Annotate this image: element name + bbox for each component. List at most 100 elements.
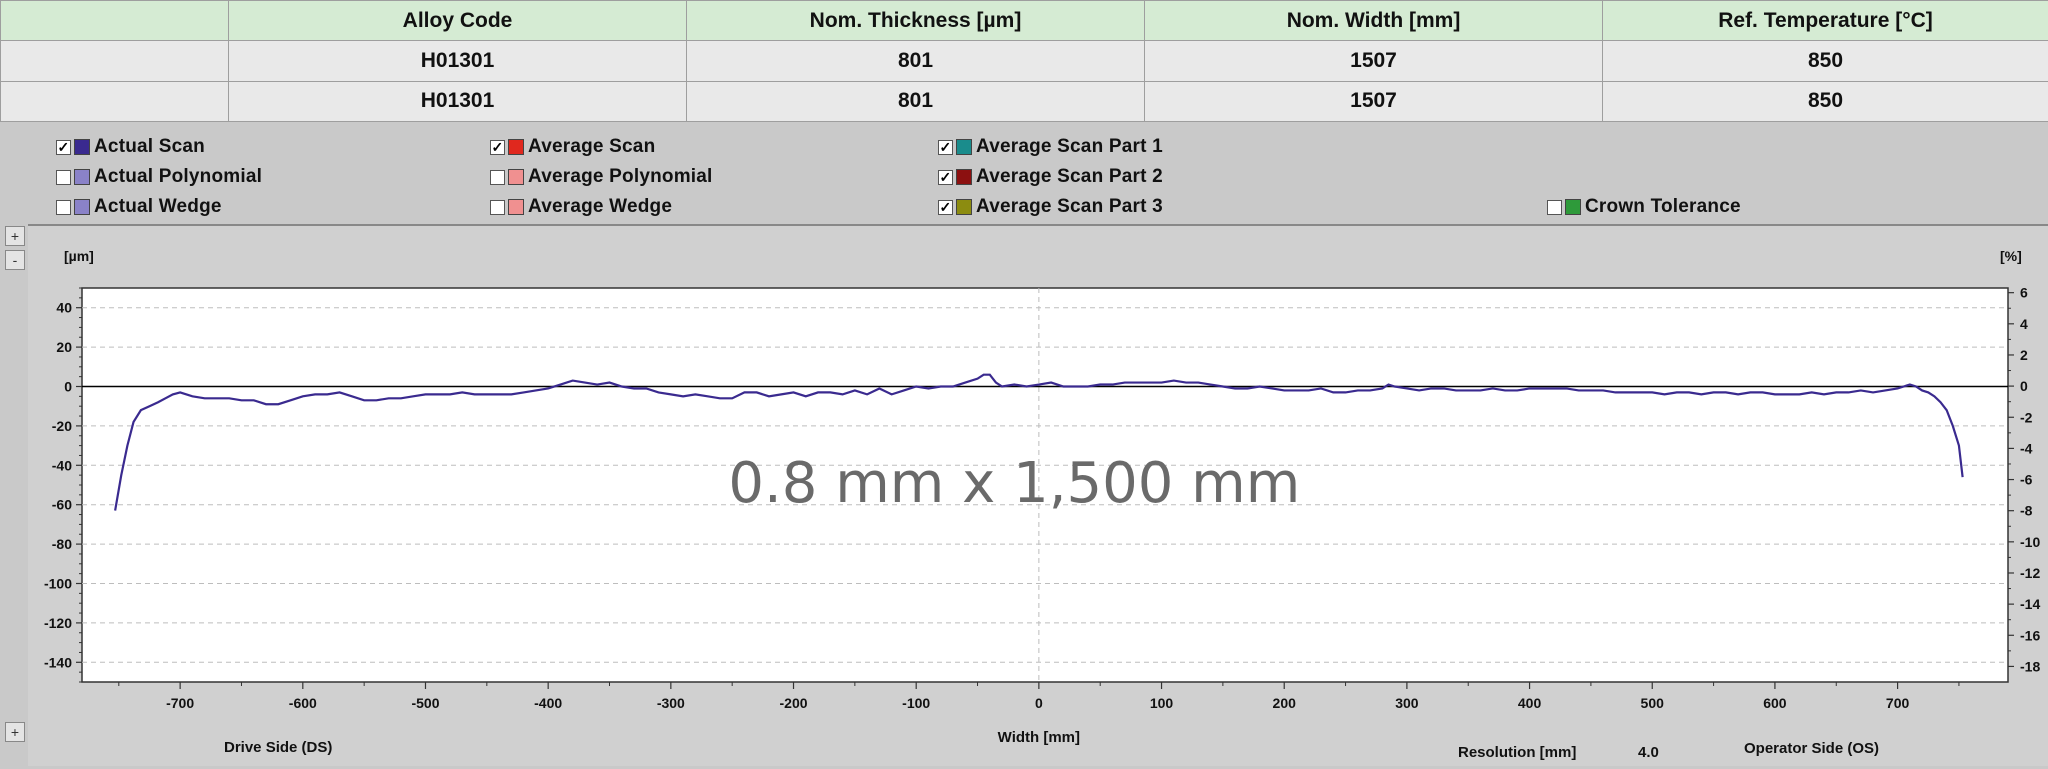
ref-temperature-cell: 850: [1603, 41, 2048, 81]
y2-tick-label: -4: [2020, 440, 2033, 456]
y2-tick-label: -16: [2020, 627, 2040, 643]
x-tick-label: 700: [1886, 695, 1910, 711]
y-tick-label: -100: [44, 576, 72, 592]
y-tick-label: -20: [52, 418, 72, 434]
y2-tick-label: 2: [2020, 347, 2028, 363]
row-cell-blank: [1, 41, 229, 81]
legend-item-average-scan-part-1[interactable]: ✓ Average Scan Part 1: [938, 134, 1163, 160]
table-header-row: Alloy Code Nom. Thickness [µm] Nom. Widt…: [1, 1, 2048, 41]
y-unit-left: [µm]: [64, 248, 94, 264]
resolution-value: 4.0: [1638, 744, 1659, 761]
checkbox-crown-tolerance[interactable]: [1547, 200, 1562, 215]
color-swatch: [956, 139, 972, 155]
nom-width-cell: 1507: [1145, 81, 1603, 121]
legend-item-actual-polynomial[interactable]: Actual Polynomial: [56, 164, 262, 190]
checkbox-average-scan-part-3[interactable]: ✓: [938, 200, 953, 215]
color-swatch: [956, 199, 972, 215]
operator-side-label: Operator Side (OS): [1744, 740, 1879, 757]
legend-item-average-polynomial[interactable]: Average Polynomial: [490, 164, 713, 190]
alloy-code-cell: H01301: [229, 81, 687, 121]
legend-item-average-wedge[interactable]: Average Wedge: [490, 194, 672, 220]
y2-tick-label: -6: [2020, 472, 2033, 488]
product-info-table: Alloy Code Nom. Thickness [µm] Nom. Widt…: [0, 0, 2048, 122]
legend-item-crown-tolerance[interactable]: Crown Tolerance: [1547, 194, 1741, 220]
color-swatch: [508, 139, 524, 155]
y-tick-label: -60: [52, 497, 72, 513]
legend-label: Average Scan Part 1: [976, 136, 1163, 158]
legend-item-average-scan-part-2[interactable]: ✓ Average Scan Part 2: [938, 164, 1163, 190]
x-tick-label: 200: [1273, 695, 1297, 711]
y2-tick-label: -18: [2020, 658, 2040, 674]
table-row[interactable]: H01301 801 1507 850: [1, 81, 2048, 121]
checkbox-actual-wedge[interactable]: [56, 200, 71, 215]
alloy-code-cell: H01301: [229, 41, 687, 81]
x-tick-label: -600: [289, 695, 317, 711]
y2-tick-label: 4: [2020, 316, 2028, 332]
legend-label: Average Scan Part 3: [976, 196, 1163, 218]
color-swatch: [508, 169, 524, 185]
header-ref-temperature: Ref. Temperature [°C]: [1603, 1, 2048, 41]
y-axis-left: 40 20 0 -20 -40 -60 -80 -100 -120 -140: [44, 288, 82, 682]
x-axis-title: Width [mm]: [998, 729, 1080, 746]
x-tick-label: 500: [1641, 695, 1665, 711]
color-swatch: [74, 139, 90, 155]
y-tick-label: 40: [56, 300, 72, 316]
y2-tick-label: 0: [2020, 378, 2028, 394]
x-tick-label: -200: [780, 695, 808, 711]
y-tick-label: 20: [56, 339, 72, 355]
checkbox-average-scan-part-2[interactable]: ✓: [938, 170, 953, 185]
zoom-in-button[interactable]: +: [5, 226, 25, 246]
nom-thickness-cell: 801: [687, 81, 1145, 121]
legend-item-actual-scan[interactable]: ✓ Actual Scan: [56, 134, 205, 160]
resolution-label: Resolution [mm]: [1458, 744, 1576, 761]
x-tick-label: -400: [534, 695, 562, 711]
x-tick-label: -500: [411, 695, 439, 711]
legend-label: Actual Scan: [94, 136, 205, 158]
y-tick-label: -120: [44, 615, 72, 631]
checkbox-actual-polynomial[interactable]: [56, 170, 71, 185]
y-unit-right: [%]: [2000, 248, 2022, 264]
table-row[interactable]: H01301 801 1507 850: [1, 41, 2048, 81]
checkbox-average-scan[interactable]: ✓: [490, 140, 505, 155]
zoom-out-button[interactable]: -: [5, 250, 25, 270]
y-tick-label: -140: [44, 654, 72, 670]
y2-tick-label: -8: [2020, 503, 2033, 519]
legend-label: Average Polynomial: [528, 166, 713, 188]
x-tick-label: 600: [1763, 695, 1787, 711]
color-swatch: [74, 199, 90, 215]
legend-item-actual-wedge[interactable]: Actual Wedge: [56, 194, 222, 220]
checkbox-average-polynomial[interactable]: [490, 170, 505, 185]
y2-tick-label: -10: [2020, 534, 2040, 550]
y-tick-label: -80: [52, 536, 72, 552]
y2-tick-label: -12: [2020, 565, 2040, 581]
color-swatch: [956, 169, 972, 185]
legend-label: Actual Wedge: [94, 196, 222, 218]
color-swatch: [508, 199, 524, 215]
legend-label: Crown Tolerance: [1585, 196, 1741, 218]
header-nom-thickness: Nom. Thickness [µm]: [687, 1, 1145, 41]
x-tick-label: 0: [1035, 695, 1043, 711]
zoom-in-bottom-button[interactable]: +: [5, 722, 25, 742]
row-cell-blank: [1, 81, 229, 121]
nom-width-cell: 1507: [1145, 41, 1603, 81]
legend-item-average-scan[interactable]: ✓ Average Scan: [490, 134, 655, 160]
nom-thickness-cell: 801: [687, 41, 1145, 81]
y-tick-label: -40: [52, 457, 72, 473]
checkbox-average-wedge[interactable]: [490, 200, 505, 215]
y2-tick-label: 6: [2020, 285, 2028, 301]
checkbox-average-scan-part-1[interactable]: ✓: [938, 140, 953, 155]
header-cell-blank: [1, 1, 229, 41]
legend-label: Average Wedge: [528, 196, 672, 218]
legend-label: Average Scan Part 2: [976, 166, 1163, 188]
y2-tick-label: -14: [2020, 596, 2040, 612]
x-tick-label: -100: [902, 695, 930, 711]
checkbox-actual-scan[interactable]: ✓: [56, 140, 71, 155]
x-tick-label: -700: [166, 695, 194, 711]
y-tick-label: 0: [64, 379, 72, 395]
legend-item-average-scan-part-3[interactable]: ✓ Average Scan Part 3: [938, 194, 1163, 220]
x-tick-label: -300: [657, 695, 685, 711]
